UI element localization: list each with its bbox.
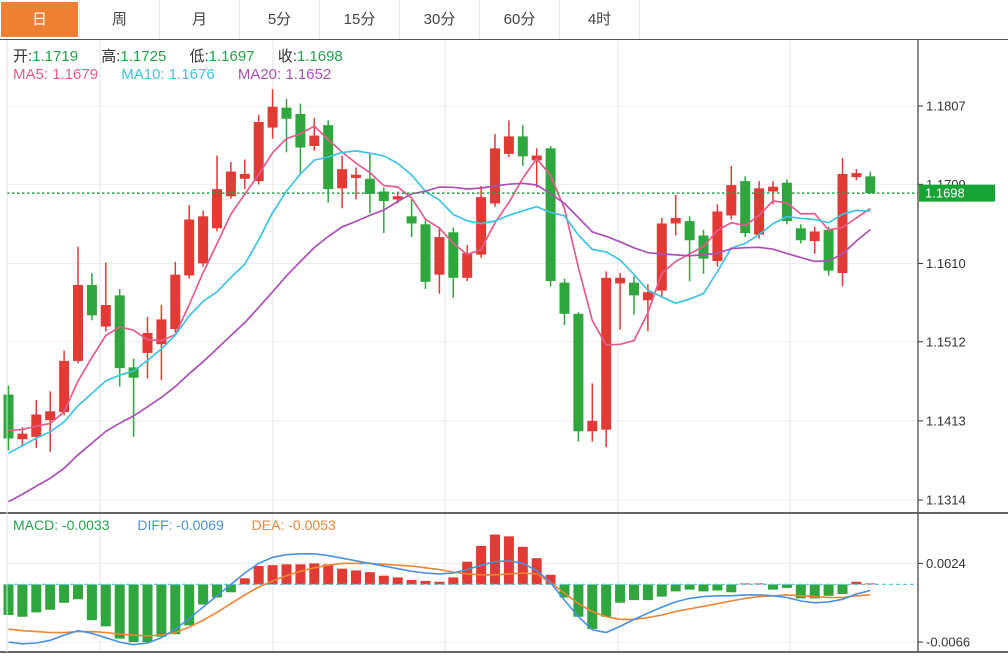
tab-5min[interactable]: 5分 <box>240 0 320 39</box>
low-readout: 低:1.1697 <box>189 48 255 65</box>
svg-text:1.1512: 1.1512 <box>926 334 966 349</box>
current-price-badge: 1.1698 <box>919 184 995 202</box>
diff-line <box>8 552 871 646</box>
ma10-line <box>8 150 871 454</box>
ma5-readout: MA5: 1.1679 <box>13 66 99 83</box>
price-gridlines <box>7 105 918 501</box>
tab-week[interactable]: 周 <box>80 0 160 39</box>
dea-value-readout: DEA: -0.0053 <box>251 517 336 533</box>
svg-text:1.1314: 1.1314 <box>926 493 966 508</box>
tab-30min[interactable]: 30分 <box>400 0 480 39</box>
macd-readout: MACD: -0.0033 DIFF: -0.0069 DEA: -0.0053 <box>13 517 360 533</box>
svg-text:1.1413: 1.1413 <box>926 413 966 428</box>
timeframe-tabbar: 日 周 月 5分 15分 30分 60分 4时 <box>0 0 1008 40</box>
tab-month[interactable]: 月 <box>160 0 240 39</box>
panel-borders <box>0 40 1008 653</box>
current-price-label: 1.1698 <box>925 186 965 201</box>
close-readout: 收:1.1698 <box>277 48 343 65</box>
ohlc-readout: 开:1.1719 高:1.1725 低:1.1697 收:1.1698 <box>13 45 362 66</box>
svg-text:1.1610: 1.1610 <box>926 256 966 271</box>
svg-text:-0.0066: -0.0066 <box>926 635 970 650</box>
macd-value-readout: MACD: -0.0033 <box>13 517 110 533</box>
candles-layer <box>3 89 876 453</box>
ma-readout: MA5: 1.1679 MA10: 1.1676 MA20: 1.1652 <box>13 66 350 83</box>
ma20-line <box>8 182 871 503</box>
tab-60min[interactable]: 60分 <box>480 0 560 39</box>
high-readout: 高:1.1725 <box>101 48 167 65</box>
vertical-gridlines <box>99 41 791 651</box>
svg-text:0.0024: 0.0024 <box>926 556 966 571</box>
dea-line <box>8 562 871 637</box>
ma10-readout: MA10: 1.1676 <box>121 66 215 83</box>
ma5-line <box>8 125 871 432</box>
ma20-readout: MA20: 1.1652 <box>237 66 332 83</box>
macd-axis-labels: 0.0024 -0.0066 <box>7 556 970 650</box>
diff-value-readout: DIFF: -0.0069 <box>137 517 224 533</box>
tab-day[interactable]: 日 <box>0 0 80 39</box>
tab-4hour[interactable]: 4时 <box>560 0 640 39</box>
open-readout: 开:1.1719 <box>13 48 79 65</box>
svg-text:1.1807: 1.1807 <box>926 99 966 114</box>
tab-15min[interactable]: 15分 <box>320 0 400 39</box>
macd-histogram <box>3 534 876 643</box>
